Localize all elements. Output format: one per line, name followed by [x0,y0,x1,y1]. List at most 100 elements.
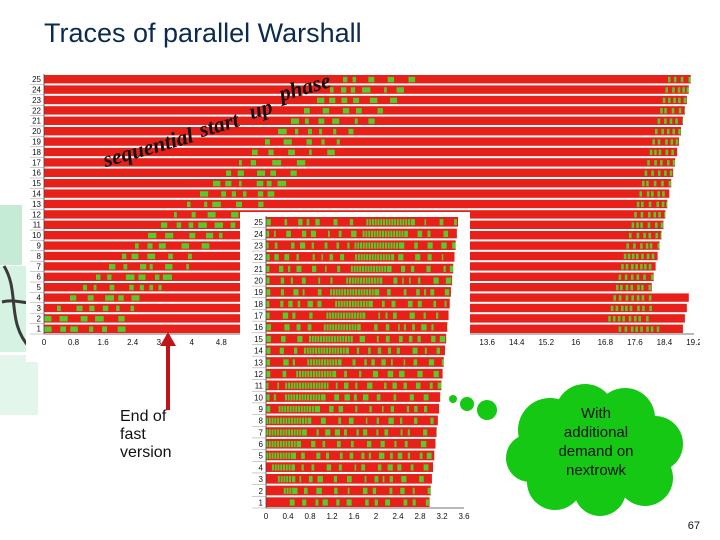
page-number: 67 [687,520,700,532]
idle-segment [364,265,367,273]
y-tick-label: 18 [254,300,263,309]
idle-segment [665,201,669,208]
idle-segment [266,230,270,237]
idle-segment [410,219,415,226]
end-of-fast-label: End of fast version [120,408,172,462]
idle-segment [664,118,667,124]
idle-segment [280,464,283,471]
idle-segment [334,429,340,436]
idle-segment [630,326,634,332]
idle-segment [148,232,157,239]
idle-segment [355,405,358,413]
idle-segment [298,405,300,413]
idle-segment [654,160,657,166]
idle-segment [620,305,624,312]
row-end-blank [430,484,464,497]
y-tick-label: 6 [37,273,42,282]
idle-segment [290,441,293,448]
idle-segment [374,324,378,331]
idle-segment [410,265,415,273]
idle-segment [266,300,270,308]
idle-segment [427,230,431,237]
y-tick-label: 15 [32,179,41,188]
idle-segment [299,476,302,483]
idle-segment [353,97,360,104]
busy-row-bar [266,462,464,472]
y-tick-label: 6 [259,440,264,449]
row-end-blank [455,239,464,252]
idle-segment [298,394,301,401]
idle-segment [299,417,302,424]
y-tick-label: 5 [259,452,264,461]
idle-segment [364,359,367,366]
idle-segment [360,242,362,249]
idle-segment [414,242,418,249]
idle-segment [631,295,634,301]
idle-segment [417,370,423,378]
idle-segment [117,326,126,332]
idle-segment [426,265,431,273]
idle-segment [289,499,295,506]
idle-segment [282,370,287,378]
idle-segment [96,274,101,280]
idle-segment [89,305,95,312]
idle-segment [265,139,270,145]
idle-segment [301,452,305,459]
idle-segment [658,149,662,156]
idle-segment [359,312,362,319]
idle-segment [307,300,313,308]
idle-segment [346,300,349,308]
idle-segment [396,347,400,354]
idle-segment [329,312,332,319]
idle-segment [661,201,665,208]
idle-segment [301,370,304,378]
idle-segment [385,312,388,319]
idle-segment [219,232,223,239]
idle-segment [368,230,371,237]
idle-segment [57,305,61,312]
y-tick-label: 8 [259,417,264,426]
idle-segment [372,370,379,378]
idle-segment [310,382,313,389]
idle-segment [277,464,280,471]
x-tick-label: 19.2 [686,338,700,347]
idle-segment [631,222,635,228]
x-tick-label: 2.4 [127,338,139,347]
idle-segment [393,394,397,401]
row-end-blank [458,216,464,228]
row-end-blank [686,94,694,106]
idle-segment [346,277,349,284]
x-tick-label: 4 [190,338,195,347]
idle-segment [417,300,422,308]
idle-segment [402,277,404,284]
y-tick-label: 4 [259,463,264,472]
idle-segment [338,417,342,424]
idle-segment [444,300,447,308]
idle-segment [376,417,380,424]
idle-segment [393,312,397,319]
row-end-blank [673,167,694,178]
idle-segment [401,265,406,273]
row-end-blank [446,332,464,345]
idle-segment [277,180,287,187]
idle-segment [334,394,340,401]
idle-segment [158,243,166,249]
idle-segment [282,452,285,459]
idle-segment [302,289,305,296]
idle-segment [439,335,446,343]
idle-segment [385,335,390,343]
idle-segment [288,265,291,273]
idle-segment [95,316,104,322]
idle-segment [286,476,289,483]
idle-segment [293,417,296,424]
idle-segment [344,289,346,296]
idle-segment [312,394,315,401]
idle-segment [365,417,368,424]
idle-segment [277,452,280,459]
idle-segment [368,76,375,83]
idle-segment [87,295,94,301]
idle-segment [688,76,692,83]
idle-segment [626,243,629,249]
idle-segment [651,170,654,176]
idle-segment [380,441,385,448]
